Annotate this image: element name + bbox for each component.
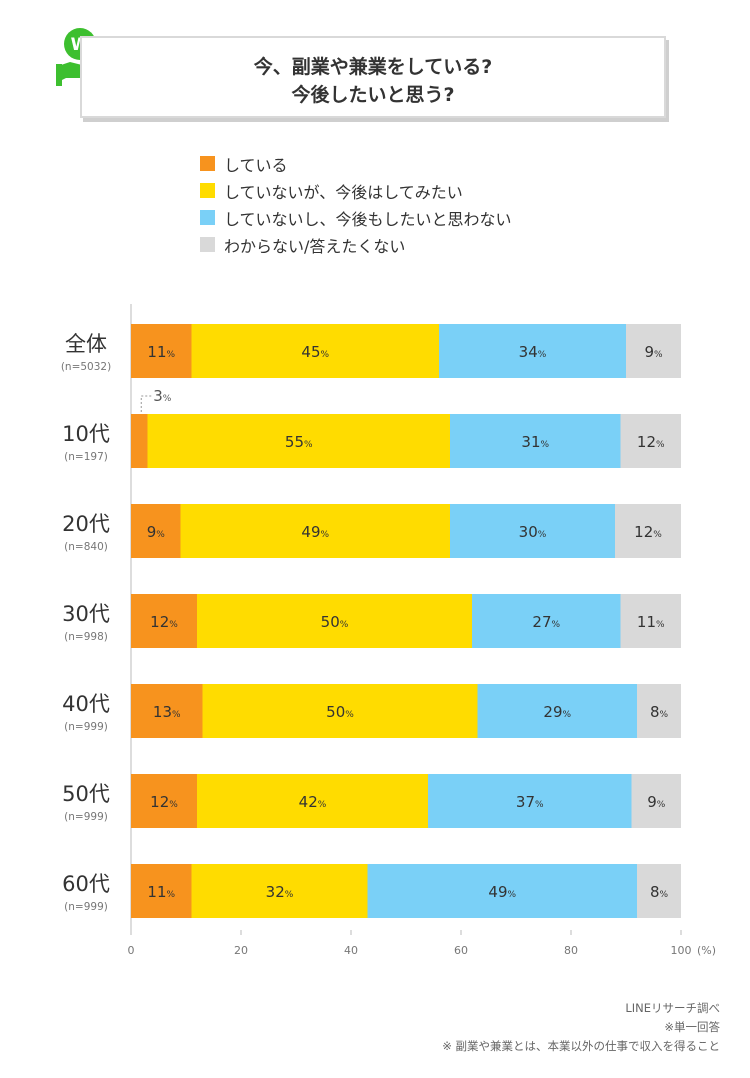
stacked-bar-chart: 11% 45% 34% 9% 全体 (n=5032) 55% 31% 12% 10代 (n=197)… (61, 304, 716, 957)
bar-segment (637, 684, 681, 738)
legend-swatch (200, 183, 215, 198)
bar-value-label: 32% (266, 883, 294, 901)
bar-value-label: 8% (650, 703, 669, 721)
title-line-2: 今後したいと思う? (291, 84, 455, 106)
bar-segment (131, 774, 197, 828)
bar-value-label: 11% (147, 343, 175, 361)
legend-swatch (200, 237, 215, 252)
bar-segment (131, 684, 203, 738)
sample-size-label: (n=999) (64, 901, 108, 913)
bar-segment (631, 774, 681, 828)
bar-segment (131, 504, 181, 558)
bar-value-label: 9% (147, 523, 166, 541)
sample-size-label: (n=840) (64, 541, 108, 553)
bar-segment (131, 594, 197, 648)
bar-value-label: 9% (644, 343, 663, 361)
bar-value-label: 55% (285, 433, 313, 451)
definition-note: ※ 副業や兼業とは、本業以外の仕事で収入を得ること (442, 1039, 720, 1053)
legend-label: していないが、今後はしてみたい (224, 183, 463, 202)
bar-value-label: 50% (326, 703, 354, 721)
bar-segment (367, 864, 637, 918)
callout-leader-line (140, 395, 152, 412)
x-tick-label: 20 (234, 944, 248, 957)
bar-segment (131, 414, 148, 468)
bar-value-label: 12% (637, 433, 665, 451)
bar-segment (472, 594, 621, 648)
bar-value-label: 45% (301, 343, 329, 361)
single-answer-note: ※単一回答 (664, 1020, 720, 1034)
bar-value-label: 49% (488, 883, 516, 901)
bar-value-label: 13% (153, 703, 181, 721)
legend-label: していないし、今後もしたいと思わない (224, 210, 512, 229)
legend-swatch (200, 210, 215, 225)
category-label: 50代 (62, 782, 110, 806)
x-tick-label: 40 (344, 944, 358, 957)
category-label: 60代 (62, 872, 110, 896)
bar-segment (191, 324, 439, 378)
category-label: 10代 (62, 422, 110, 446)
bar-segment (147, 414, 450, 468)
sample-size-label: (n=999) (64, 721, 108, 733)
category-label: 40代 (62, 692, 110, 716)
legend-label: わからない/答えたくない (224, 237, 406, 256)
bar-segment (428, 774, 632, 828)
bar-value-label: 11% (147, 883, 175, 901)
bar-segment (620, 594, 681, 648)
bar-segment (637, 864, 681, 918)
bar-segment (450, 504, 615, 558)
sample-size-label: (n=999) (64, 811, 108, 823)
source-note: LINEリサーチ調べ (625, 1001, 720, 1015)
x-tick-label: 100 (671, 944, 692, 957)
bar-segment (197, 774, 428, 828)
x-tick-label: 0 (128, 944, 135, 957)
x-axis-unit-label: (%) (697, 944, 716, 957)
sample-size-label: (n=197) (64, 451, 108, 463)
category-label: 20代 (62, 512, 110, 536)
legend-label: している (224, 156, 288, 175)
bar-segment (131, 864, 192, 918)
bar-value-label: 9% (647, 793, 666, 811)
bar-value-label: 29% (543, 703, 571, 721)
bar-value-label: 8% (650, 883, 669, 901)
legend-swatch (200, 156, 215, 171)
bar-value-label: 42% (299, 793, 327, 811)
bar-segment (615, 504, 681, 558)
bar-value-label: 30% (519, 523, 547, 541)
callout-value-label: 3% (153, 387, 172, 405)
x-tick-label: 80 (564, 944, 578, 957)
bar-segment (202, 684, 478, 738)
bar-value-label: 12% (150, 793, 178, 811)
bar-segment (191, 864, 368, 918)
bar-segment (450, 414, 621, 468)
bar-value-label: 12% (634, 523, 662, 541)
bar-segment (477, 684, 637, 738)
title-box: 今、副業や兼業をしている? 今後したいと思う? (80, 36, 666, 118)
x-tick-label: 60 (454, 944, 468, 957)
sample-size-label: (n=5032) (61, 361, 111, 373)
bar-segment (180, 504, 450, 558)
bar-segment (131, 324, 192, 378)
bar-value-label: 11% (637, 613, 665, 631)
bar-segment (439, 324, 626, 378)
category-label: 30代 (62, 602, 110, 626)
bar-value-label: 31% (521, 433, 549, 451)
bar-segment (197, 594, 472, 648)
bar-value-label: 37% (516, 793, 544, 811)
bar-value-label: 34% (519, 343, 547, 361)
sample-size-label: (n=998) (64, 631, 108, 643)
category-label: 全体 (65, 332, 107, 356)
bar-value-label: 27% (532, 613, 560, 631)
bar-segment (620, 414, 681, 468)
title-line-1: 今、副業や兼業をしている? (253, 56, 493, 78)
bar-value-label: 12% (150, 613, 178, 631)
bar-value-label: 49% (301, 523, 329, 541)
bar-segment (626, 324, 681, 378)
bar-value-label: 50% (321, 613, 349, 631)
